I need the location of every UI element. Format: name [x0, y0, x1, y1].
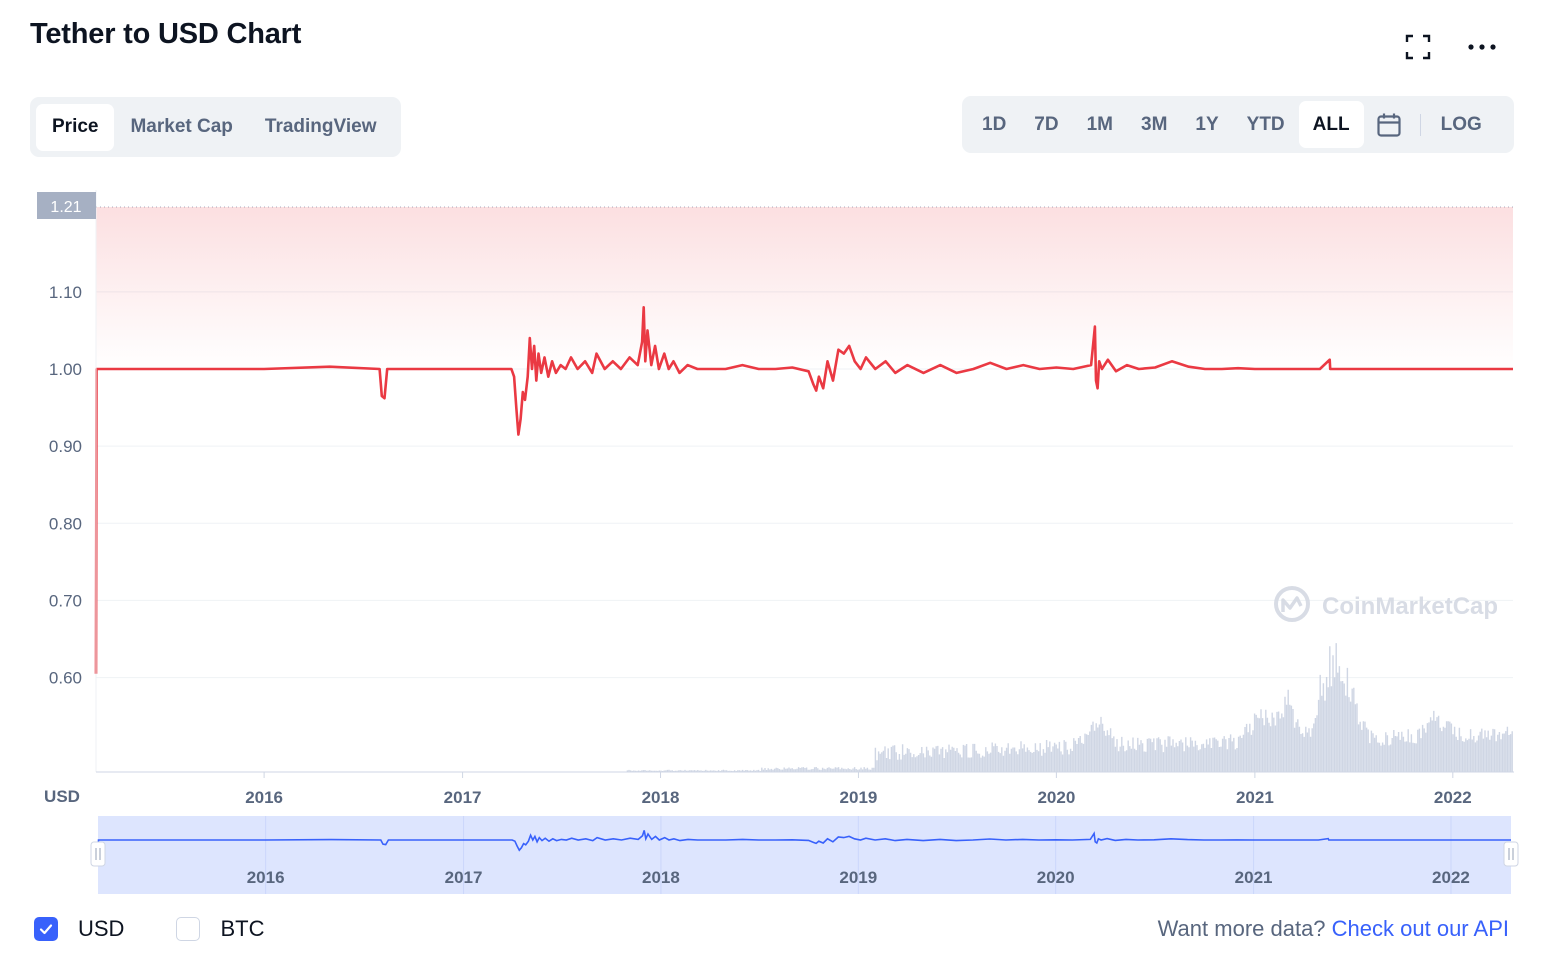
tab-tradingview-label: TradingView	[264, 116, 377, 137]
volume-bars	[626, 643, 1513, 772]
price-line	[94, 306, 1513, 674]
navigator-ticks: 2016 2017 2018 2019 2020 2021 2022	[247, 868, 1470, 887]
range-3m[interactable]: 3M	[1127, 101, 1181, 148]
navigator-tick-label: 2019	[839, 868, 877, 887]
calendar-icon	[1376, 113, 1401, 137]
api-link[interactable]: Check out our API	[1331, 916, 1509, 941]
tab-market-cap[interactable]: Market Cap	[114, 104, 248, 151]
x-tick-label: 2016	[245, 788, 283, 807]
y-tick-label: 0.80	[49, 514, 82, 533]
expand-icon	[1405, 34, 1431, 60]
range-1d[interactable]: 1D	[968, 101, 1020, 148]
navigator-handle-left[interactable]	[90, 841, 106, 867]
navigator-range[interactable]	[98, 816, 1511, 894]
x-tick-label: 2020	[1037, 788, 1075, 807]
current-value-flag: 1.21	[37, 192, 96, 219]
checkmark-icon	[39, 924, 53, 935]
y-tick-label: 1.00	[49, 360, 82, 379]
log-scale-toggle[interactable]: LOG	[1427, 101, 1496, 148]
chart-type-tabs: Price Market Cap TradingView	[30, 97, 401, 157]
navigator-grid	[265, 816, 1452, 894]
currency-axis-label: USD	[44, 787, 80, 806]
navigator-tick-label: 2018	[642, 868, 680, 887]
coinmarketcap-logo-icon	[1274, 586, 1310, 622]
x-tick-label: 2021	[1236, 788, 1274, 807]
more-options-button[interactable]	[1464, 30, 1500, 64]
current-value-label: 1.21	[50, 199, 81, 216]
range-7d-label: 7D	[1034, 113, 1059, 135]
page-title: Tether to USD Chart	[30, 18, 302, 50]
range-3m-label: 3M	[1141, 113, 1168, 135]
btc-checkbox[interactable]	[176, 917, 201, 941]
range-all[interactable]: ALL	[1298, 101, 1364, 148]
range-ytd[interactable]: YTD	[1233, 101, 1299, 148]
navigator-line	[97, 830, 1511, 853]
x-axis-ticks: 2016 2017 2018 2019 2020 2021 2022	[245, 772, 1472, 807]
y-tick-label: 0.70	[49, 591, 82, 610]
x-tick-label: 2022	[1434, 788, 1472, 807]
currency-legend: USD BTC	[34, 916, 316, 942]
tab-market-cap-label: Market Cap	[130, 116, 233, 137]
range-1d-label: 1D	[982, 113, 1007, 135]
tab-price[interactable]: Price	[36, 103, 115, 151]
navigator-handle-right[interactable]	[1503, 841, 1519, 867]
y-tick-label: 0.60	[49, 669, 82, 688]
range-1m-label: 1M	[1086, 113, 1113, 135]
y-tick-label: 0.90	[49, 437, 82, 456]
x-tick-label: 2018	[642, 788, 680, 807]
log-scale-label: LOG	[1440, 113, 1482, 135]
range-7d[interactable]: 7D	[1020, 101, 1072, 148]
watermark-text: CoinMarketCap	[1322, 593, 1498, 620]
y-tick-label: 1.10	[49, 283, 82, 302]
navigator-tick-label: 2022	[1432, 868, 1470, 887]
range-1y-label: 1Y	[1195, 113, 1219, 135]
range-1y[interactable]: 1Y	[1181, 101, 1232, 148]
api-promo: Want more data? Check out our API	[1158, 916, 1509, 942]
x-tick-label: 2017	[444, 788, 482, 807]
navigator-tick-label: 2020	[1037, 868, 1075, 887]
navigator-tick-label: 2016	[247, 868, 285, 887]
fullscreen-button[interactable]	[1400, 30, 1436, 64]
watermark: CoinMarketCap	[1274, 586, 1498, 622]
volume-bar-series	[626, 643, 1513, 772]
navigator-tick-label: 2017	[445, 868, 483, 887]
range-1m[interactable]: 1M	[1073, 101, 1127, 148]
price-area-fill	[96, 207, 1513, 369]
range-all-label: ALL	[1312, 113, 1350, 135]
range-ytd-label: YTD	[1246, 113, 1285, 135]
btc-label: BTC	[220, 916, 265, 941]
date-picker-button[interactable]	[1364, 101, 1414, 148]
more-horizontal-icon	[1468, 44, 1496, 50]
api-prompt: Want more data?	[1157, 916, 1326, 941]
navigator[interactable]: 2016 2017 2018 2019 2020 2021 2022	[90, 816, 1519, 894]
navigator-tick-label: 2021	[1235, 868, 1273, 887]
usd-label: USD	[78, 916, 125, 941]
range-divider	[1419, 113, 1421, 136]
usd-checkbox[interactable]	[34, 917, 58, 941]
x-tick-label: 2019	[840, 788, 878, 807]
tab-price-label: Price	[52, 116, 99, 137]
price-chart[interactable]: 1.101.000.900.800.700.60 2016 2017 2018 201…	[0, 0, 1542, 910]
y-axis-ticks: 1.10 1.00 0.90 0.80 0.70 0.60	[49, 283, 82, 688]
tab-tradingview[interactable]: TradingView	[249, 104, 393, 151]
time-range-selector: 1D 7D 1M 3M 1Y YTD ALL LOG	[962, 96, 1514, 153]
